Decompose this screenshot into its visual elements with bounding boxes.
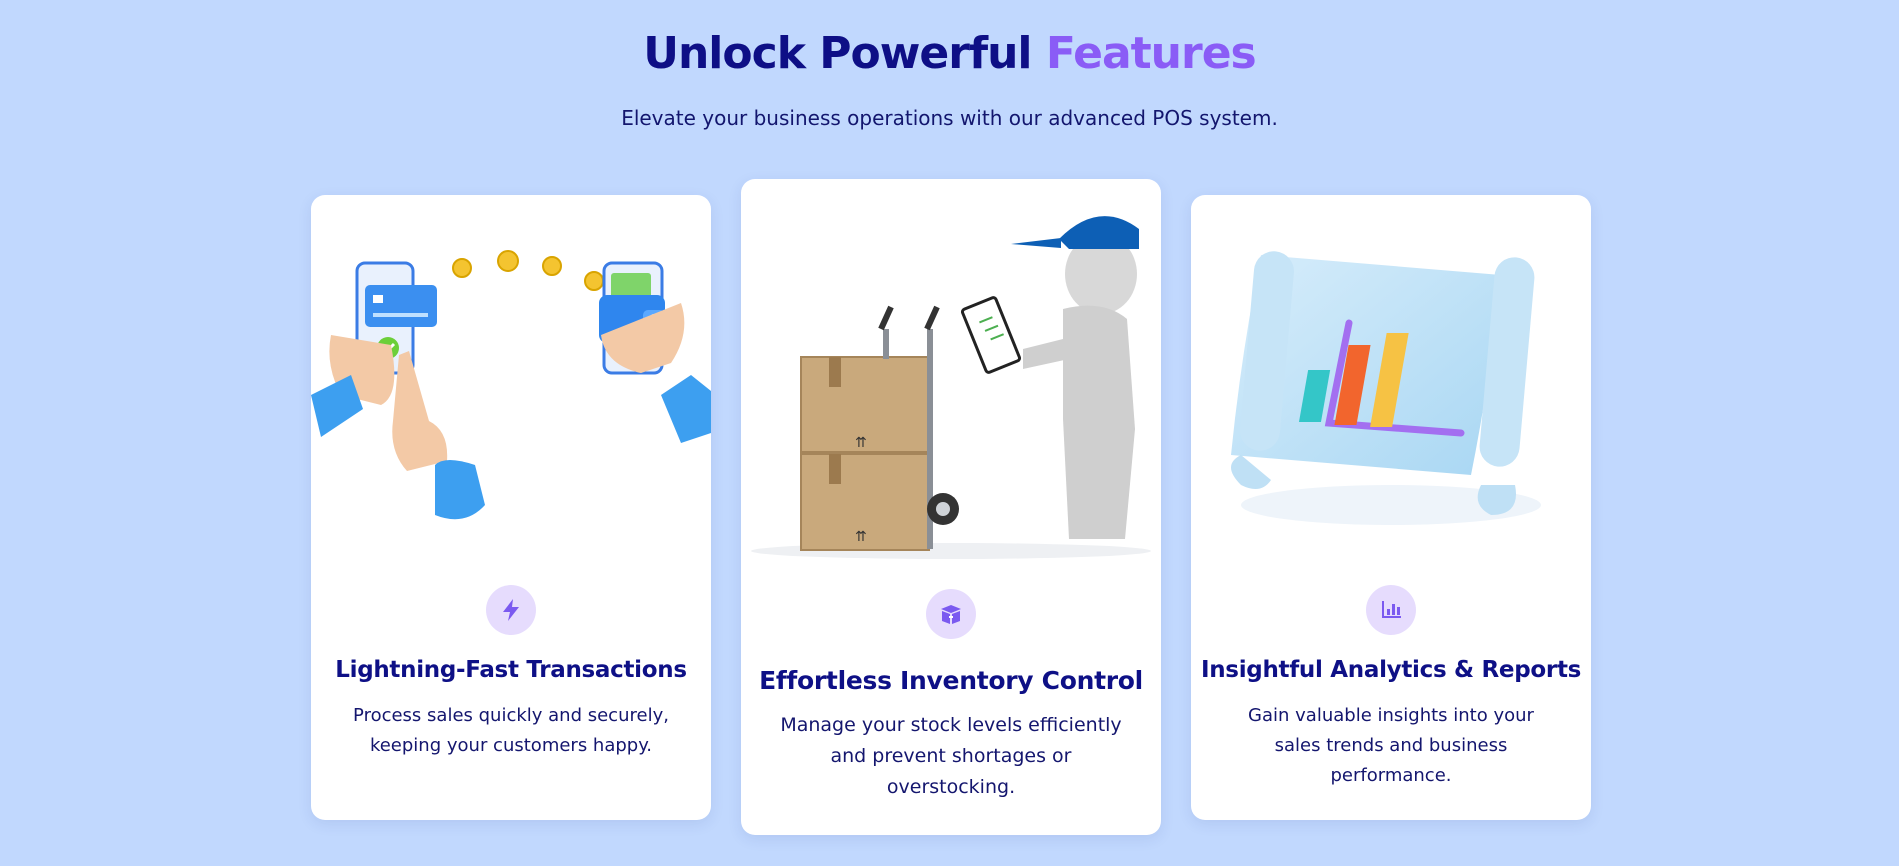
chart-icon <box>1366 585 1416 635</box>
card-title: Insightful Analytics & Reports <box>1200 657 1582 683</box>
phone-payment-illustration <box>311 250 711 520</box>
feature-card-transactions: Lightning-Fast Transactions Process sale… <box>311 195 711 820</box>
feature-card-analytics: Insightful Analytics & Reports Gain valu… <box>1191 195 1591 820</box>
section-subtitle: Elevate your business operations with ou… <box>621 106 1278 130</box>
card-title: Effortless Inventory Control <box>759 666 1143 695</box>
card-title: Lightning-Fast Transactions <box>335 657 687 683</box>
card-description: Manage your stock levels efficiently and… <box>780 714 1122 798</box>
analytics-scroll-illustration <box>1231 251 1541 525</box>
box-icon <box>926 589 976 639</box>
bolt-icon <box>486 585 536 635</box>
section-title-accent: Features <box>1045 28 1257 79</box>
feature-card-inventory: ⇈ ⇈ Effortless Inventory Control Manage … <box>741 179 1161 835</box>
inventory-delivery-illustration: ⇈ ⇈ <box>751 216 1151 559</box>
card-description: Process sales quickly and securely, keep… <box>353 705 669 756</box>
svg-text:⇈: ⇈ <box>855 435 867 451</box>
section-title: Unlock Powerful Features <box>0 28 1899 79</box>
section-title-main: Unlock Powerful <box>643 28 1032 79</box>
card-description: Gain valuable insights into your sales t… <box>1248 705 1534 786</box>
svg-text:⇈: ⇈ <box>855 529 867 545</box>
